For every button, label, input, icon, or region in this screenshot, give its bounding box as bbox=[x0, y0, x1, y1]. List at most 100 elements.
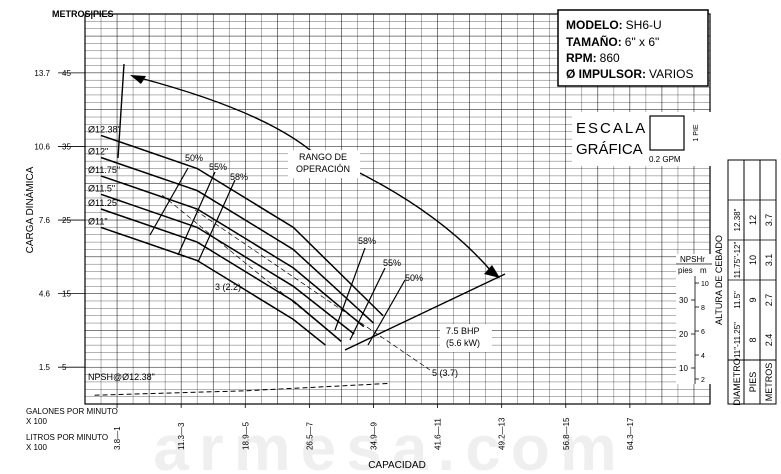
scale-box: ESCALA GRÁFICA 1 PIE 0.2 GPM bbox=[572, 112, 720, 166]
npsh-tick-ft: 30 bbox=[679, 296, 688, 305]
table-cell-pies: 9 bbox=[748, 297, 758, 302]
bhp-label-7-5: 7.5 BHP (5.6 kW) bbox=[446, 326, 480, 348]
table-cell-diam: 11.5" bbox=[733, 291, 742, 309]
npsh-col-pies: pies bbox=[678, 266, 693, 275]
curve-label: Ø12.38" bbox=[88, 124, 121, 134]
efficiency-line bbox=[367, 279, 406, 346]
npsh-tick-ft: 10 bbox=[679, 364, 688, 373]
y-tick-label-m: 4.6 bbox=[39, 290, 51, 299]
curve-label: Ø12" bbox=[88, 146, 108, 156]
head-curve bbox=[100, 175, 365, 328]
head-curve bbox=[100, 226, 326, 346]
efficiency-label: 58% bbox=[358, 236, 376, 246]
efficiency-label: 55% bbox=[209, 162, 227, 172]
y-tick-label-ft: 35 bbox=[62, 142, 71, 151]
table-cell-metros: 3.1 bbox=[764, 254, 774, 267]
table-cell-metros: 3.7 bbox=[764, 214, 774, 227]
efficiency-label: 50% bbox=[185, 153, 203, 163]
bhp-line-5 bbox=[194, 209, 431, 371]
y-tick-label-ft: 25 bbox=[62, 216, 71, 225]
y-tick-label-ft: 15 bbox=[62, 290, 71, 299]
y-tick-label-ft: 5 bbox=[62, 363, 67, 372]
efficiency-line bbox=[349, 267, 386, 341]
table-cell-metros: 2.4 bbox=[764, 334, 774, 347]
table-cell-diam: 11"-11.25" bbox=[733, 322, 742, 358]
npsh-col-m: m bbox=[700, 266, 707, 275]
x-row2-label: LITROS POR MINUTO X 100 bbox=[26, 433, 108, 452]
arrow-head-right bbox=[484, 265, 500, 278]
watermark: armesa.com bbox=[153, 412, 627, 474]
shutoff-line bbox=[117, 63, 125, 159]
scale-line2: GRÁFICA bbox=[576, 141, 643, 158]
plot-frame bbox=[84, 13, 711, 405]
y-axis-ticks: 1.5 5 4.6 15 7.6 25 10.6 35 13.7 45 bbox=[34, 69, 85, 372]
head-curve bbox=[100, 134, 384, 317]
curve-label: Ø11.5" bbox=[88, 183, 115, 193]
npsh-tick-m: 6 bbox=[701, 329, 705, 336]
x-axis-area: GALONES POR MINUTO X 100 LITROS POR MINUT… bbox=[26, 407, 426, 471]
svg-text:TAMAÑO:6" x 6": TAMAÑO: 6" x 6" bbox=[566, 34, 659, 49]
npsh-axis: NPSHr pies m 10 20 30 2 4 6 8 10 bbox=[676, 254, 712, 384]
y-axis-header: METROS|PIES bbox=[52, 9, 114, 19]
bhp-label-5: 5 (3.7) bbox=[432, 368, 458, 378]
x-row1-label: GALONES POR MINUTO X 100 bbox=[26, 407, 118, 426]
scale-horizontal-label: 0.2 GPM bbox=[649, 155, 681, 164]
head-curve bbox=[100, 156, 375, 324]
x-tick-label: 18.9—5 bbox=[241, 421, 250, 450]
x-axis-title: CAPACIDAD bbox=[368, 460, 426, 471]
efficiency-label: 50% bbox=[405, 273, 423, 283]
scale-square bbox=[649, 115, 685, 151]
x-axis-ticks: 3.8—1 11.3—3 18.9—5 26.5—7 34.9—9 41.6—11 49.2… bbox=[113, 404, 635, 450]
npsh-tick-m: 10 bbox=[701, 281, 709, 288]
x-tick-label: 11.3—3 bbox=[177, 422, 186, 450]
npsh-tick-m: 2 bbox=[701, 377, 705, 384]
table-cell-metros: 2.7 bbox=[764, 294, 774, 307]
head-curve bbox=[100, 193, 355, 335]
efficiency-line bbox=[334, 247, 366, 331]
bhp-label-3: 3 (2.2) bbox=[215, 282, 241, 292]
curve-label: Ø11" bbox=[88, 216, 108, 226]
table-cell-pies: 8 bbox=[748, 337, 758, 342]
arrow-head-left bbox=[130, 75, 146, 84]
operating-range: RANGO DE OPERACIÓN bbox=[130, 75, 500, 278]
rango-label: RANGO DE OPERACIÓN bbox=[296, 152, 350, 174]
priming-table: ALTURA DE CEBADO DIAMETRO PIES METROS 11… bbox=[714, 159, 777, 406]
x-tick-label: 26.5—7 bbox=[305, 421, 314, 450]
y-tick-label-m: 7.6 bbox=[39, 216, 51, 225]
table-cell-pies: 10 bbox=[748, 255, 758, 265]
npsh-curve-label: NPSH@Ø12.38" bbox=[88, 372, 155, 382]
model-box: MODELO: SH6-U TAMAÑO: 6" x 6" RPM: 860 Ø IM… bbox=[557, 9, 709, 87]
x-tick-label: 3.8—1 bbox=[113, 426, 122, 450]
table-cell-pies: 12 bbox=[748, 215, 758, 225]
max-bhp-line bbox=[344, 273, 506, 351]
x-tick-label: 41.6—11 bbox=[434, 418, 443, 450]
table-header: ALTURA DE CEBADO bbox=[714, 235, 724, 325]
table-row-pies: PIES bbox=[748, 372, 758, 393]
efficiency-lines: 50%55%58%58%55%50% bbox=[149, 153, 423, 346]
y-tick-label-ft: 45 bbox=[62, 69, 71, 78]
bhp-line-3 bbox=[161, 194, 331, 333]
npsh-axis-title: NPSHr bbox=[680, 255, 705, 264]
npsh-tick-m: 4 bbox=[701, 353, 705, 360]
efficiency-label: 55% bbox=[383, 258, 401, 268]
npsh-curve bbox=[94, 382, 390, 396]
svg-text:MODELO:SH6-U: MODELO: SH6-U bbox=[566, 18, 662, 32]
head-curves: Ø12.38" Ø12" Ø11.75" Ø11.5" Ø11.25" Ø11" bbox=[88, 124, 384, 346]
efficiency-line bbox=[149, 167, 189, 236]
y-tick-label-m: 10.6 bbox=[34, 142, 50, 151]
table-row-diametro: DIAMETRO bbox=[732, 358, 742, 406]
curve-label: Ø11.75" bbox=[88, 165, 120, 175]
x-tick-label: 34.9—9 bbox=[369, 421, 378, 450]
svg-text:Ø IMPULSOR:VARIOS: Ø IMPULSOR: VARIOS bbox=[566, 67, 693, 81]
scale-vertical-label: 1 PIE bbox=[693, 124, 700, 141]
npsh-tick-ft: 20 bbox=[679, 330, 688, 339]
efficiency-line bbox=[197, 179, 236, 263]
svg-text:RPM:860: RPM: 860 bbox=[566, 51, 620, 65]
npsh-tick-m: 8 bbox=[701, 305, 705, 312]
table-row-metros: METROS bbox=[764, 363, 774, 402]
table-cell-diam: 11.75"-12" bbox=[733, 242, 742, 279]
x-tick-label: 64.3—17 bbox=[626, 417, 635, 450]
curve-label: Ø11.25" bbox=[88, 198, 120, 208]
x-tick-label: 49.2—13 bbox=[498, 417, 507, 450]
